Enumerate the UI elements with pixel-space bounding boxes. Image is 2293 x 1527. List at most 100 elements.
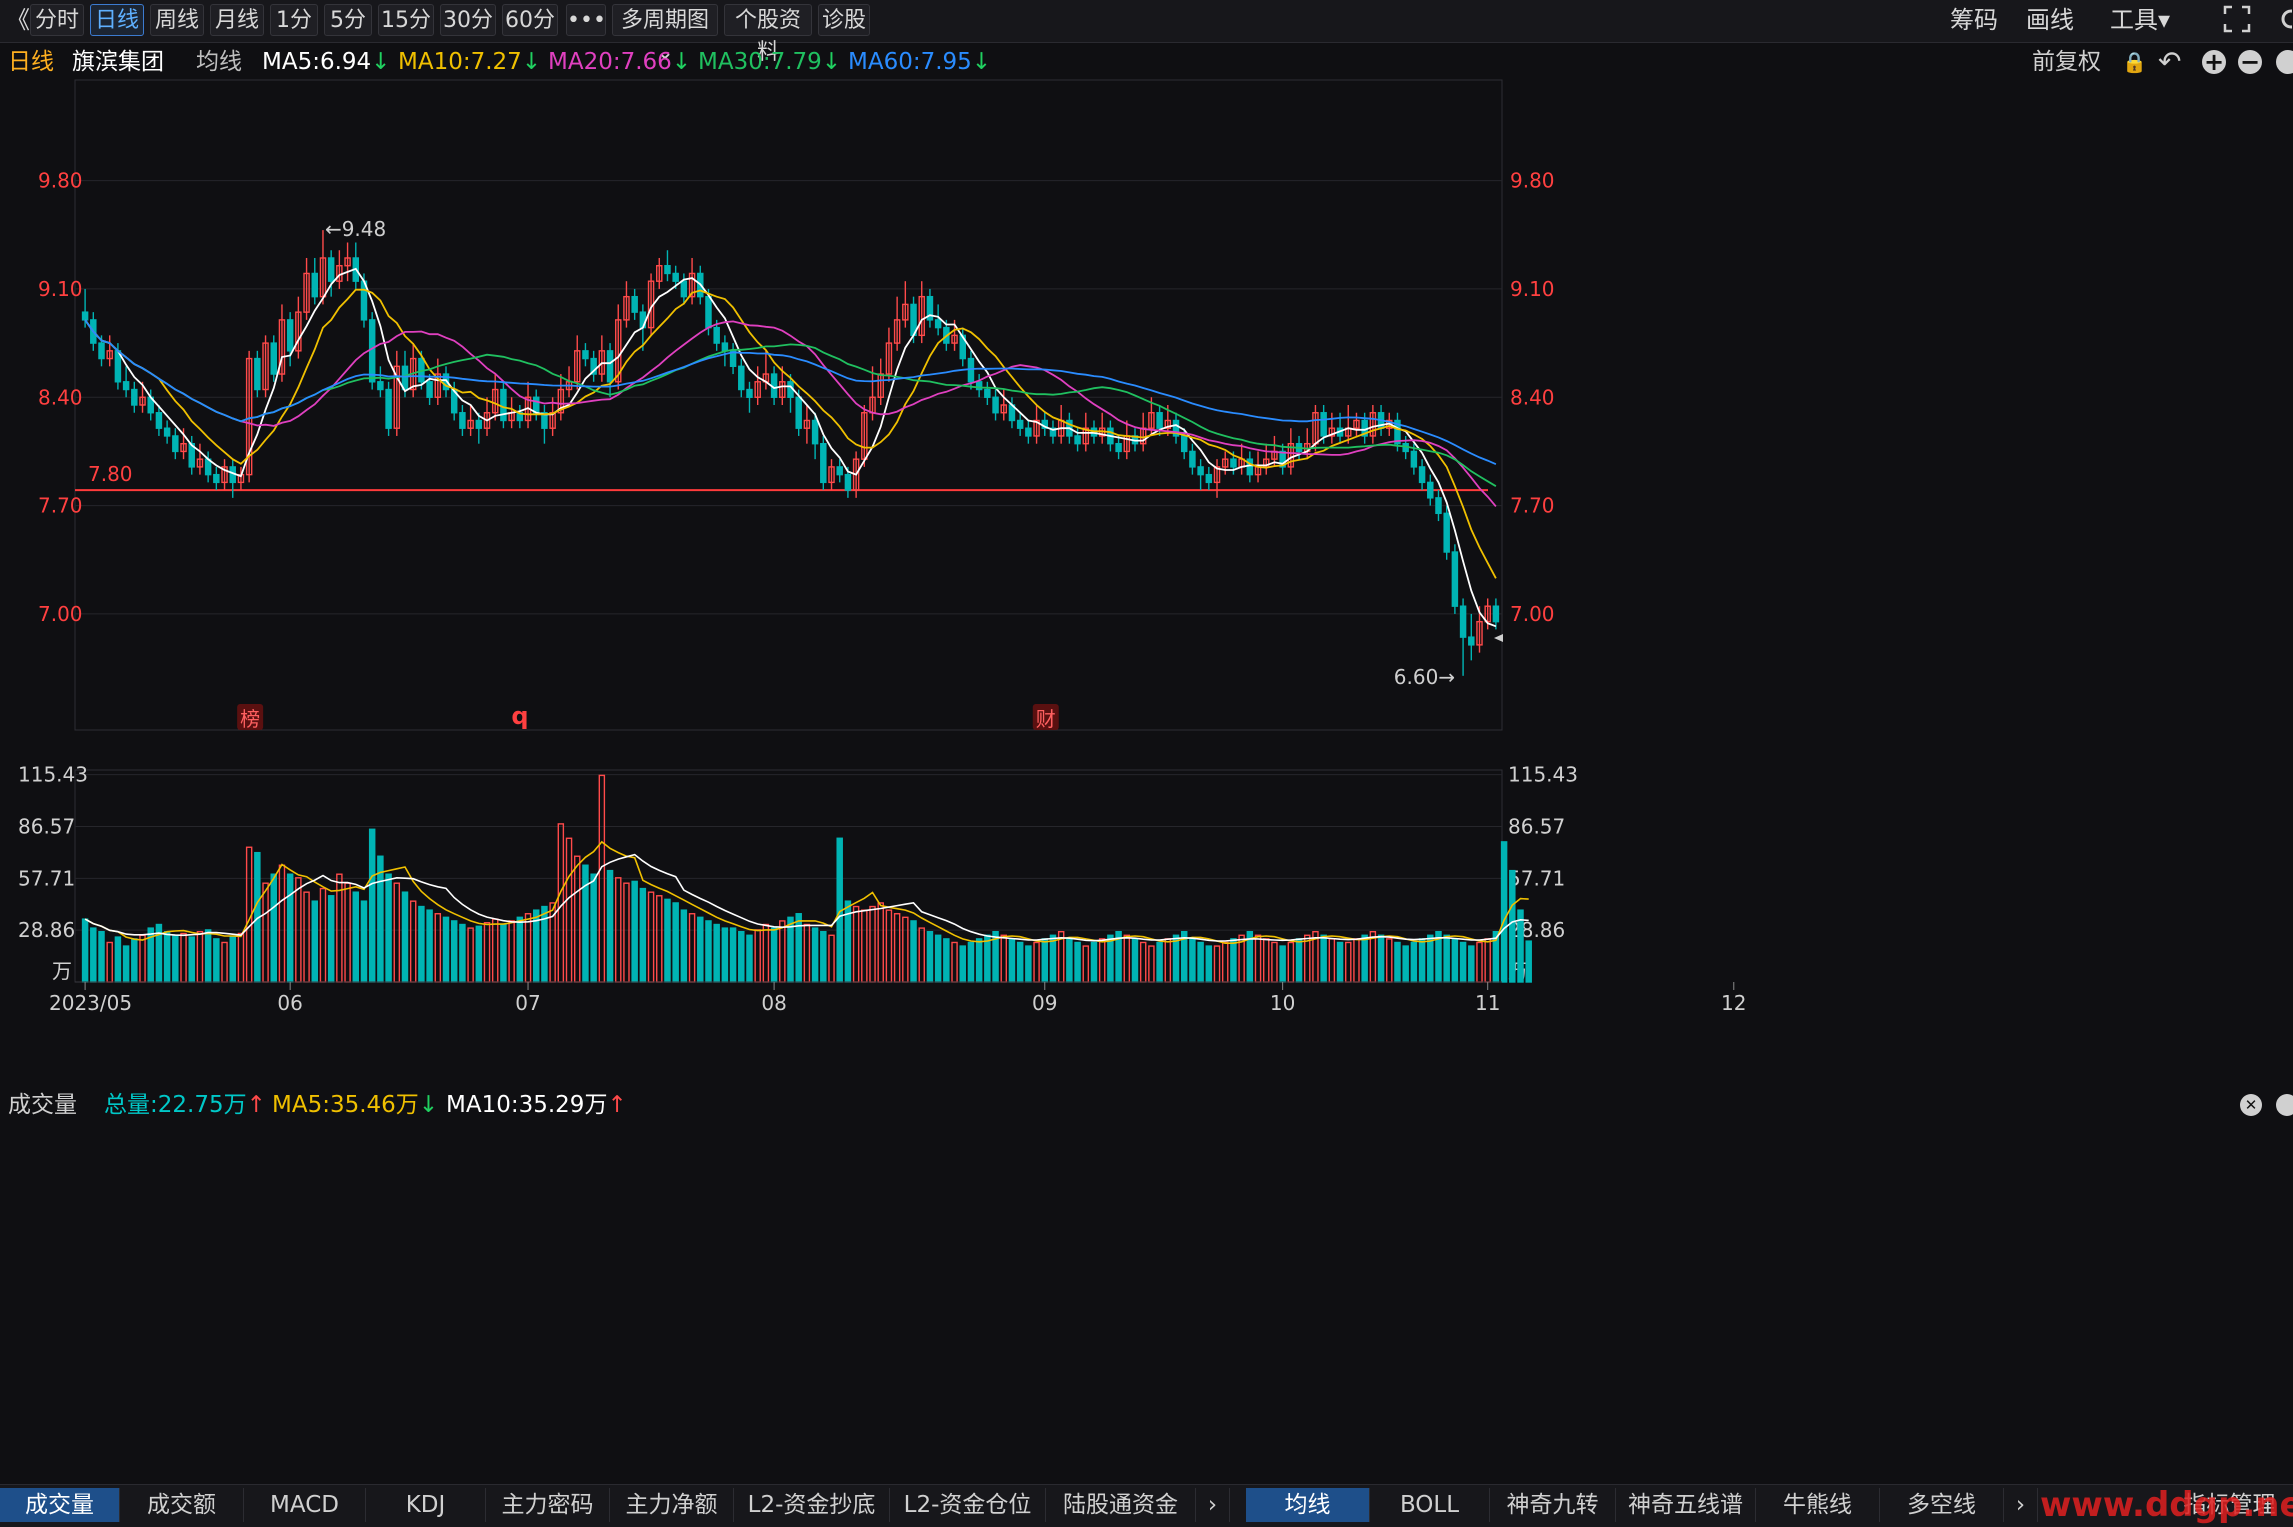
indicator-tabs: 成交量 成交额 MACD KDJ 主力密码 主力净额 L2-资金抄底 L2-资金… — [0, 1484, 2293, 1527]
chevron-right-icon[interactable]: › — [2004, 1488, 2038, 1522]
volume-bar — [697, 916, 704, 983]
multi-period-button[interactable]: 多周期图 ⌄ — [612, 4, 718, 65]
volume-bar — [475, 925, 483, 983]
volume-bar — [352, 891, 360, 983]
settings-icon[interactable] — [2276, 1094, 2293, 1116]
tab-volume[interactable]: 成交量 — [0, 1488, 120, 1522]
candle-body — [721, 342, 729, 352]
tab-long-short[interactable]: 多空线 — [1880, 1488, 2004, 1522]
candle-body — [811, 419, 819, 445]
volume-bar — [762, 923, 770, 983]
candle-body — [500, 388, 507, 422]
tab-bull-bear[interactable]: 牛熊线 — [1756, 1488, 1880, 1522]
high-label: ←9.48 — [325, 217, 386, 241]
volume-bar — [450, 920, 458, 983]
tab-1min[interactable]: 1分 — [270, 4, 318, 36]
tab-monthly[interactable]: 月线 — [210, 4, 264, 36]
zoom-in-icon[interactable]: + — [2202, 48, 2226, 76]
tab-30min[interactable]: 30分 — [440, 4, 496, 36]
volume-bar — [943, 938, 950, 983]
more-button[interactable]: ••• — [566, 4, 606, 36]
candle-body — [852, 458, 860, 491]
candle-body — [1287, 442, 1295, 468]
candle-body — [1172, 419, 1180, 437]
volume-bar — [286, 873, 294, 983]
candle-body — [155, 412, 163, 429]
candle-body — [1180, 435, 1188, 453]
candle-body — [442, 373, 450, 391]
volume-bar — [902, 916, 909, 983]
volume-bar — [1262, 938, 1270, 983]
tab-15min[interactable]: 15分 — [378, 4, 434, 36]
volume-bar — [869, 905, 876, 983]
x-tick-label: 06 — [277, 991, 302, 1015]
tab-boll[interactable]: BOLL — [1370, 1488, 1490, 1522]
x-tick-label: 09 — [1032, 991, 1057, 1015]
candle-body — [820, 442, 827, 484]
ma60-value: MA60:7.95↓ — [848, 44, 991, 80]
back-icon[interactable]: 《 — [6, 6, 30, 34]
volume-bar — [180, 932, 187, 983]
tab-daily[interactable]: 日线 — [90, 4, 144, 36]
tab-turnover[interactable]: 成交额 — [120, 1488, 244, 1522]
tab-kdj[interactable]: KDJ — [366, 1488, 486, 1522]
tab-nine-turn[interactable]: 神奇九转 — [1490, 1488, 1616, 1522]
fullscreen-icon[interactable] — [2222, 4, 2252, 36]
close-icon[interactable]: ✕ — [2240, 1094, 2262, 1116]
candle-body — [590, 357, 597, 375]
indicator-manage-button[interactable]: 指标管理 — [2183, 1492, 2276, 1518]
lock-icon[interactable]: 🔒 — [2122, 50, 2147, 74]
stock-name: 旗滨集团 — [72, 49, 164, 75]
draw-button[interactable]: 画线 — [2026, 6, 2074, 34]
tab-fenshi[interactable]: 分时 — [30, 4, 84, 36]
candle-body — [828, 466, 835, 484]
candle-body — [483, 412, 491, 429]
tab-weekly[interactable]: 周线 — [150, 4, 204, 36]
candle-body — [434, 373, 442, 398]
chevron-right-icon[interactable]: › — [1196, 1488, 1230, 1522]
volume-bar — [1221, 941, 1229, 983]
candle-body — [573, 350, 581, 383]
zoom-out-icon[interactable]: − — [2238, 48, 2262, 76]
candle-body — [311, 272, 319, 298]
volume-bar — [229, 936, 236, 983]
tab-60min[interactable]: 60分 — [502, 4, 558, 36]
period-label: 日线 — [8, 49, 54, 75]
diagnose-button[interactable]: 诊股 — [818, 4, 870, 36]
adjust-mode[interactable]: 前复权 — [2032, 49, 2101, 75]
volume-bar — [442, 916, 450, 983]
tab-main-net[interactable]: 主力净额 — [610, 1488, 734, 1522]
volume-bar — [1049, 934, 1057, 983]
settings-icon[interactable] — [2276, 4, 2293, 36]
tools-button[interactable]: 工具▾ — [2110, 4, 2170, 36]
volume-bar — [409, 900, 417, 983]
candle-body — [582, 350, 589, 360]
settings-icon[interactable] — [2276, 50, 2293, 74]
volume-bar — [820, 930, 827, 983]
chips-button[interactable]: 筹码 — [1950, 6, 1998, 34]
tab-l2-position[interactable]: L2-资金仓位 — [890, 1488, 1046, 1522]
undo-icon[interactable]: ↶ — [2158, 45, 2182, 78]
candle-body — [1074, 435, 1081, 445]
price-tick-left: 8.40 — [38, 385, 83, 409]
volume-bar — [918, 927, 925, 983]
candle-body — [196, 458, 204, 468]
candle-body — [967, 357, 975, 383]
tab-main-code[interactable]: 主力密码 — [486, 1488, 610, 1522]
volume-total: 总量:22.75万↑ — [104, 1088, 266, 1122]
volume-title: 成交量 — [8, 1092, 77, 1118]
tab-ma[interactable]: 均线 — [1246, 1488, 1370, 1522]
tab-5min[interactable]: 5分 — [324, 4, 372, 36]
volume-bar — [1271, 941, 1278, 983]
volume-bar — [729, 927, 737, 983]
tab-hk-connect[interactable]: 陆股通资金 — [1046, 1488, 1196, 1522]
candle-body — [738, 365, 745, 391]
tab-l2-bottom[interactable]: L2-资金抄底 — [734, 1488, 890, 1522]
stock-profile-button[interactable]: 个股资料 — [724, 4, 812, 65]
candle-body — [984, 388, 991, 398]
volume-bar — [623, 882, 630, 983]
tab-macd[interactable]: MACD — [244, 1488, 366, 1522]
tab-five-line[interactable]: 神奇五线谱 — [1616, 1488, 1756, 1522]
marker-cai-bg — [1032, 704, 1059, 730]
kline-chart[interactable]: 9.80 9.80 9.10 9.10 8.40 8.40 7.70 7.70 7.00 7.00… — [0, 44, 2293, 1484]
